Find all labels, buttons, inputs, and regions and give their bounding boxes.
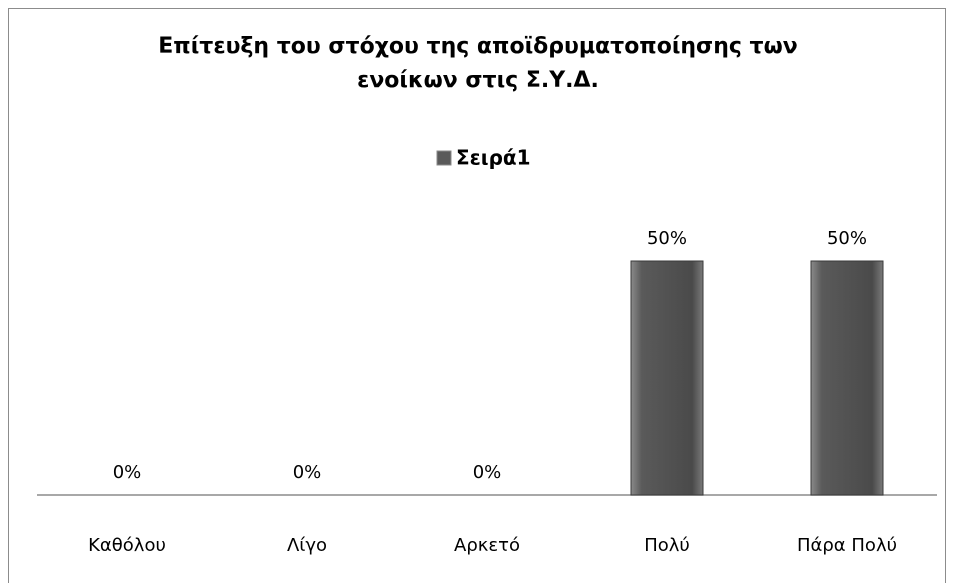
data-label: 0% — [293, 462, 322, 483]
legend-label: Σειρά1 — [456, 146, 531, 170]
data-label: 50% — [827, 228, 867, 249]
chart-title: Επίτευξη του στόχου της αποϊδρυματοποίησ… — [158, 34, 798, 93]
x-tick-label: Αρκετό — [454, 535, 520, 556]
data-label: 50% — [647, 228, 687, 249]
x-tick-label: Λίγο — [287, 535, 327, 556]
x-tick-label: Πάρα Πολύ — [797, 535, 897, 556]
legend-swatch — [436, 150, 452, 166]
data-label: 0% — [473, 462, 502, 483]
bar — [630, 260, 704, 496]
bar — [810, 260, 884, 496]
data-label: 0% — [113, 462, 142, 483]
x-tick-label: Πολύ — [644, 535, 690, 556]
chart-frame — [8, 8, 946, 583]
x-tick-label: Καθόλου — [88, 535, 166, 556]
